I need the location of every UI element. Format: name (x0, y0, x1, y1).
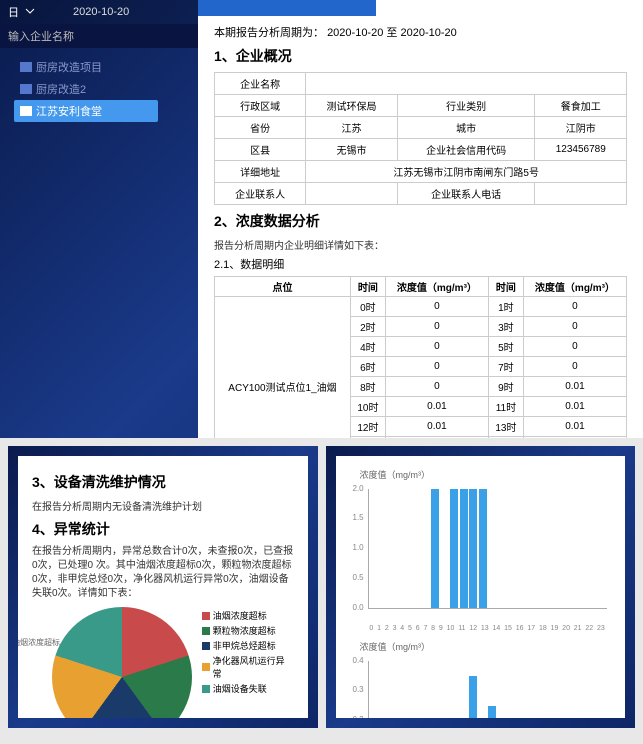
section-1-title: 1、企业概况 (214, 46, 627, 66)
chevron-down-icon[interactable] (25, 6, 37, 18)
bar-chart-2: 0.00.10.20.30.4 (368, 661, 608, 718)
enterprise-info-table: 企业名称行政区域测试环保局行业类别餐食加工省份江苏城市江阴市区县无锡市企业社会信… (214, 72, 627, 205)
date-bar: 日 2020-10-20 (0, 0, 198, 24)
section-4-note: 在报告分析周期内，异常总数合计0次，未查报0次，已查报0次，已处理0 次。其中油… (32, 545, 294, 601)
pie-legend: 油烟浓度超标颗粒物浓度超标非甲烷总烃超标净化器风机运行异常油烟设备失联 (202, 607, 294, 718)
charts-doc: 浓度值（mg/m³） 0.00.51.01.52.0 0123456789101… (336, 456, 626, 718)
pie-chart: 油烟浓度超标 非甲烷总烃超标 颗粒物浓度超标 (52, 607, 192, 718)
period-line: 本期报告分析周期为： 2020-10-20 至 2020-10-20 (214, 24, 627, 40)
section-4-title: 4、异常统计 (32, 519, 294, 539)
data-detail-table: 点位时间浓度值（mg/m³）时间浓度值（mg/m³）ACY100测试点位1_油烟… (214, 276, 627, 438)
chart-2-title: 浓度值（mg/m³） (360, 640, 612, 653)
section-3-note: 在报告分析周期内无设备清洗维护计划 (32, 498, 294, 513)
tree-item[interactable]: 江苏安利食堂 (14, 100, 158, 122)
chart-1-title: 浓度值（mg/m³） (360, 468, 612, 481)
tree-item[interactable]: 厨房改造项目 (18, 56, 198, 78)
tree: 厨房改造项目厨房改造2江苏安利食堂 (0, 48, 198, 122)
folder-icon (20, 62, 32, 72)
section-2-title: 2、浓度数据分析 (214, 211, 627, 231)
report-doc: 本期报告分析周期为： 2020-10-20 至 2020-10-20 1、企业概… (198, 0, 643, 438)
mode-select[interactable]: 日 (8, 4, 19, 20)
search-input[interactable]: 输入企业名称 (0, 24, 198, 48)
date-picker[interactable]: 2020-10-20 (73, 6, 129, 18)
folder-icon (20, 106, 32, 116)
sidebar: 日 2020-10-20 输入企业名称 厨房改造项目厨房改造2江苏安利食堂 (0, 0, 198, 438)
bar-chart-1: 0.00.51.01.52.0 (368, 489, 608, 609)
folder-icon (20, 84, 32, 94)
section-2-1-title: 2.1、数据明细 (214, 256, 627, 272)
report-doc-2: 3、设备清洗维护情况 在报告分析周期内无设备清洗维护计划 4、异常统计 在报告分… (18, 456, 308, 718)
tree-item[interactable]: 厨房改造2 (18, 78, 198, 100)
section-3-title: 3、设备清洗维护情况 (32, 472, 294, 492)
section-2-note: 报告分析周期内企业明细详情如下表： (214, 237, 627, 252)
